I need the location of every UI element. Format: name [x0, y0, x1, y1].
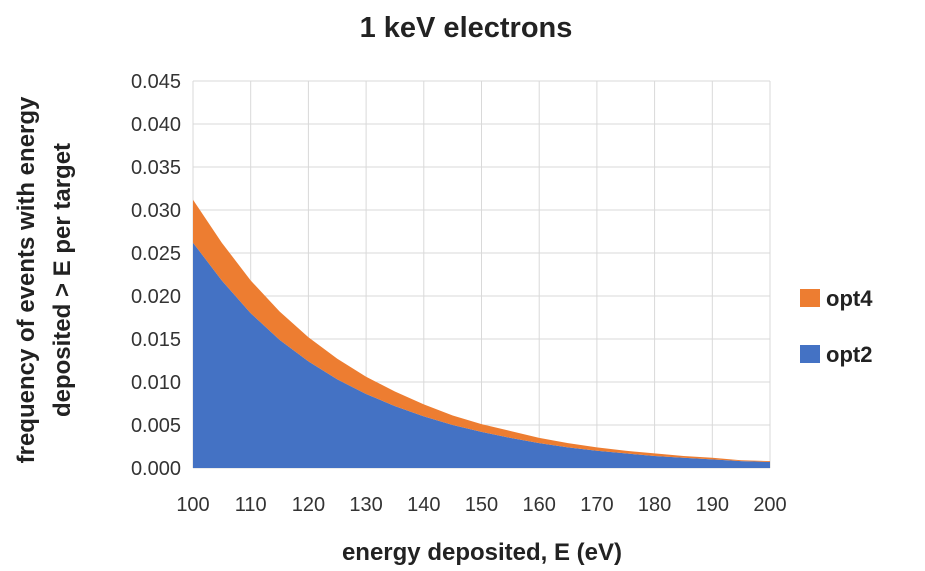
y-tick-label: 0.000 — [131, 458, 181, 480]
x-tick-label: 120 — [292, 494, 325, 516]
chart-title: 1 keV electrons — [360, 12, 573, 44]
legend-swatch-opt4 — [800, 289, 820, 307]
y-tick-labels: 0.000 0.005 0.010 0.015 0.020 0.025 0.030 0.035… — [131, 71, 181, 480]
x-tick-label: 180 — [638, 494, 671, 516]
legend-swatch-opt2 — [800, 345, 820, 363]
x-tick-label: 200 — [753, 494, 786, 516]
y-tick-label: 0.040 — [131, 114, 181, 136]
y-tick-label: 0.035 — [131, 157, 181, 179]
area-opt2 — [193, 242, 770, 468]
y-tick-label: 0.025 — [131, 243, 181, 265]
x-tick-label: 140 — [407, 494, 440, 516]
plot-areas — [193, 199, 770, 468]
y-tick-label: 0.020 — [131, 286, 181, 308]
y-axis-title: frequency of events with energy deposite… — [13, 96, 76, 463]
x-tick-label: 170 — [580, 494, 613, 516]
y-tick-label: 0.010 — [131, 372, 181, 394]
legend-label-opt4: opt4 — [826, 286, 873, 311]
legend: opt4 opt2 — [800, 286, 873, 367]
x-tick-label: 110 — [235, 494, 267, 516]
x-tick-label: 100 — [176, 494, 209, 516]
x-tick-label: 150 — [465, 494, 498, 516]
x-tick-labels: 100 110 120 130 140 150 160 170 180 190 200 — [176, 494, 786, 516]
y-tick-label: 0.005 — [131, 415, 181, 437]
y-tick-label: 0.030 — [131, 200, 181, 222]
y-axis-title-line-1: frequency of events with energy — [13, 96, 40, 463]
y-tick-label: 0.015 — [131, 329, 181, 351]
legend-label-opt2: opt2 — [826, 342, 872, 367]
x-tick-label: 130 — [349, 494, 382, 516]
x-axis-title: energy deposited, E (eV) — [342, 539, 622, 566]
x-tick-label: 160 — [523, 494, 556, 516]
y-axis-title-line-2: deposited > E per target — [49, 143, 76, 417]
y-tick-label: 0.045 — [131, 71, 181, 93]
x-tick-label: 190 — [696, 494, 729, 516]
